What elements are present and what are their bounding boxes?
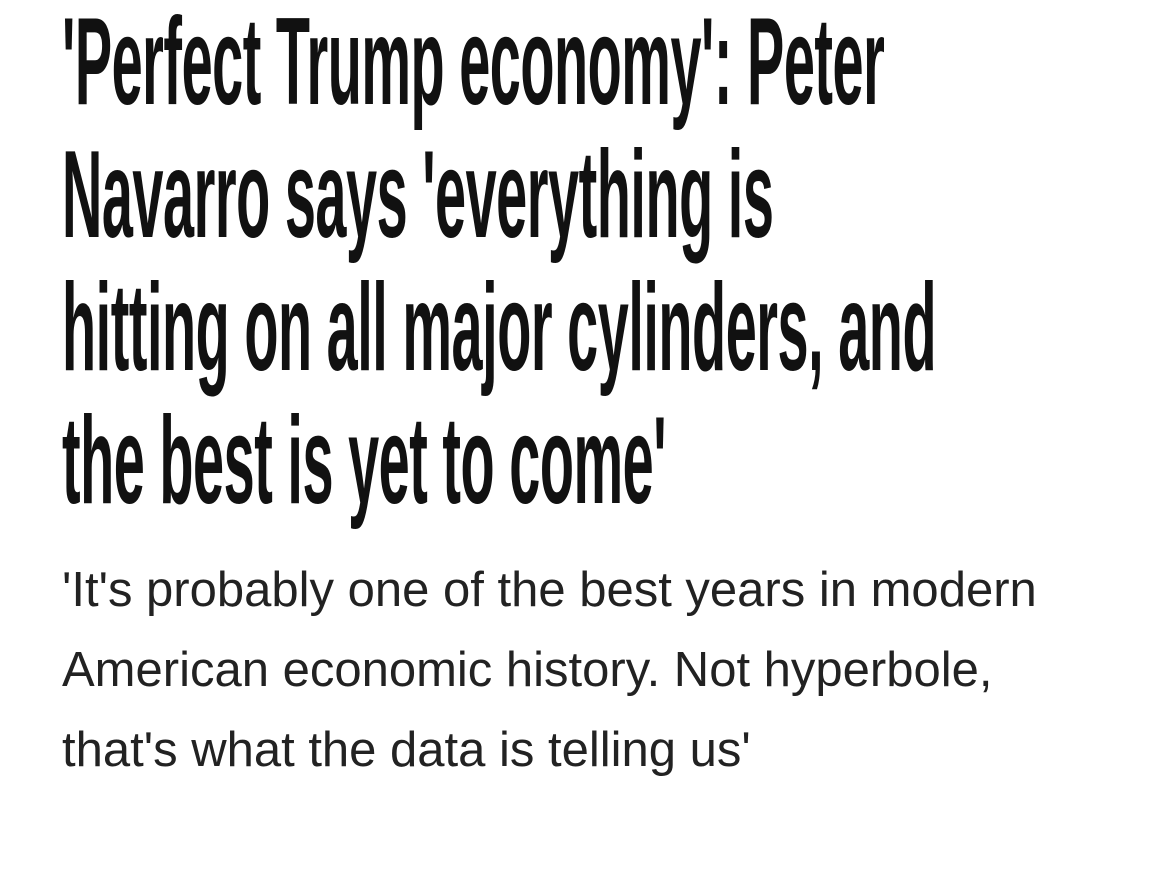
subtitle: 'It's probably one of the best years in … <box>62 563 1037 777</box>
headline-line-text: the best is yet to come' <box>62 392 667 530</box>
headline-line: Navarro says 'everything is <box>62 129 1150 262</box>
headline-line-text: Navarro says 'everything is <box>62 126 774 264</box>
headline-line: the best is yet to come' <box>62 395 1150 528</box>
headline-line: hitting on all major cylinders, and <box>62 262 1150 395</box>
article-header: 'Perfect Trump economy': Peter Navarro s… <box>62 0 1150 790</box>
headline-line-text: 'Perfect Trump economy': Peter <box>62 0 885 131</box>
headline-line-text: hitting on all major cylinders, and <box>62 259 937 397</box>
headline: 'Perfect Trump economy': Peter Navarro s… <box>62 0 1150 528</box>
headline-line: 'Perfect Trump economy': Peter <box>62 0 1150 129</box>
